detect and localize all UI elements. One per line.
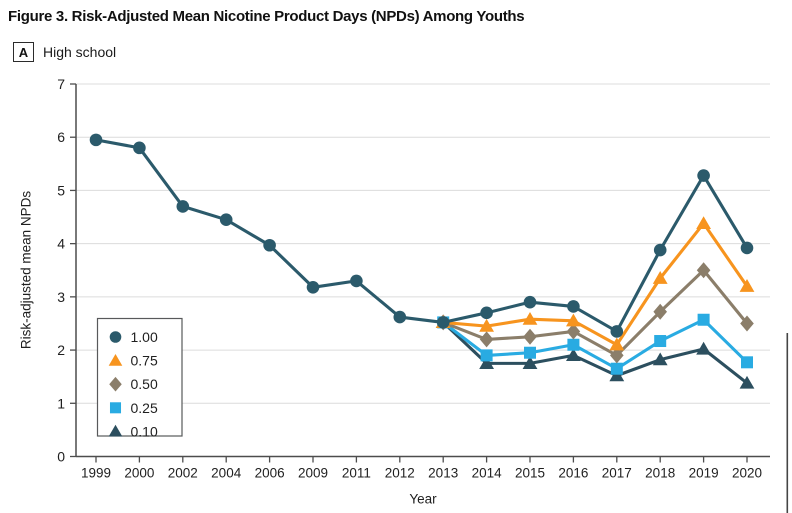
x-tick-label: 2011	[342, 466, 371, 481]
x-axis-label: Year	[409, 491, 437, 507]
panel-label-box: A	[13, 42, 34, 62]
marker-circle	[523, 295, 537, 309]
marker-triangle	[739, 279, 755, 292]
marker-triangle	[652, 352, 668, 366]
marker-square	[480, 349, 493, 362]
legend-label-0.75: 0.75	[131, 353, 158, 369]
x-tick-label: 2013	[428, 466, 458, 481]
marker-circle	[176, 200, 190, 213]
y-tick-label: 0	[57, 449, 65, 465]
panel-header: A High school	[13, 42, 116, 62]
marker-triangle	[522, 356, 538, 369]
marker-diamond	[566, 323, 581, 340]
marker-triangle	[108, 424, 123, 437]
y-tick-label: 1	[57, 395, 65, 411]
marker-triangle	[609, 368, 625, 382]
marker-square	[524, 346, 536, 359]
marker-circle	[219, 213, 233, 226]
marker-square	[109, 402, 122, 414]
x-tick-label: 2000	[124, 466, 154, 481]
marker-triangle	[108, 353, 123, 366]
marker-circle	[740, 241, 754, 255]
x-tick-label: 2017	[602, 466, 632, 481]
legend-label-0.50: 0.50	[131, 376, 158, 392]
legend-label-0.10: 0.10	[131, 423, 158, 439]
marker-triangle	[609, 337, 625, 351]
marker-square	[697, 313, 710, 326]
marker-square	[610, 362, 623, 375]
marker-circle	[480, 306, 493, 320]
marker-circle	[653, 243, 667, 257]
marker-triangle	[696, 216, 711, 230]
marker-diamond	[610, 347, 624, 364]
marker-circle	[89, 133, 103, 147]
marker-square	[741, 356, 753, 369]
marker-square	[567, 338, 580, 351]
marker-diamond	[696, 262, 711, 279]
x-tick-label: 1999	[81, 466, 111, 481]
x-tick-label: 2015	[515, 466, 545, 481]
x-tick-label: 2012	[385, 466, 415, 481]
y-tick-label: 3	[57, 289, 65, 305]
marker-diamond	[523, 328, 537, 345]
marker-triangle	[696, 341, 711, 355]
marker-circle	[263, 238, 276, 252]
marker-circle	[436, 316, 450, 329]
marker-circle	[133, 141, 146, 155]
marker-diamond	[109, 376, 122, 392]
y-tick-label: 7	[57, 76, 65, 92]
x-tick-label: 2004	[211, 466, 242, 481]
marker-circle	[306, 280, 320, 294]
x-tick-label: 2009	[298, 466, 328, 481]
legend-label-0.25: 0.25	[131, 400, 158, 416]
marker-circle	[393, 310, 407, 324]
marker-diamond	[479, 331, 494, 348]
marker-square	[654, 335, 667, 348]
y-tick-label: 6	[57, 129, 65, 145]
marker-triangle	[566, 348, 581, 361]
y-tick-label: 4	[57, 236, 65, 252]
marker-triangle	[652, 271, 668, 284]
marker-circle	[567, 300, 580, 313]
legend-label-1.00: 1.00	[131, 329, 158, 345]
marker-triangle	[566, 313, 581, 327]
x-tick-label: 2018	[645, 466, 675, 481]
marker-diamond	[740, 315, 754, 332]
x-tick-label: 2014	[472, 466, 503, 481]
panel-title: High school	[43, 44, 117, 60]
y-tick-label: 5	[57, 182, 65, 198]
marker-triangle	[739, 375, 755, 389]
series-1.00-line	[94, 138, 749, 333]
marker-diamond	[653, 303, 667, 320]
series-0.75-line	[441, 221, 749, 347]
marker-circle	[350, 274, 363, 288]
x-tick-label: 2019	[689, 466, 719, 481]
series-0.25-line	[441, 318, 749, 371]
marker-circle	[697, 169, 710, 182]
series-0.10-line	[441, 320, 749, 385]
marker-triangle	[522, 312, 538, 325]
marker-triangle	[479, 356, 494, 369]
marker-circle	[610, 325, 624, 338]
x-tick-label: 2006	[255, 466, 285, 481]
figure-title: Figure 3. Risk-Adjusted Mean Nicotine Pr…	[8, 8, 525, 25]
x-tick-label: 2002	[168, 466, 198, 481]
marker-circle	[109, 331, 122, 343]
y-tick-label: 2	[57, 342, 65, 358]
marker-triangle	[479, 318, 494, 332]
series-0.50-line	[441, 268, 749, 357]
x-tick-label: 2020	[732, 466, 762, 481]
x-tick-label: 2016	[558, 466, 588, 481]
